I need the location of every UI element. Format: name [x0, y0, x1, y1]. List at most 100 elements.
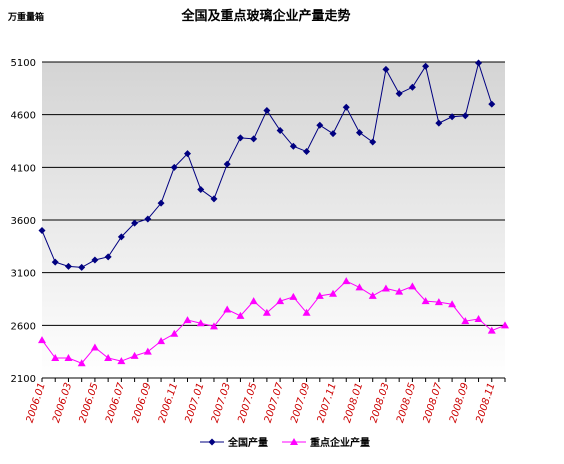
x-tick-label: 2007.03: [210, 382, 233, 425]
point: [262, 308, 271, 316]
chart-title: 全国及重点玻璃企业产量走势: [180, 8, 350, 24]
point: [501, 321, 509, 329]
point: [236, 311, 245, 319]
point: [236, 134, 244, 142]
point: [263, 106, 271, 114]
y-tick-label: 2600: [11, 321, 36, 332]
point: [448, 300, 457, 308]
point: [408, 83, 416, 91]
point: [38, 227, 46, 235]
point: [130, 351, 139, 359]
y-tick-label: 3600: [11, 216, 36, 227]
x-tick-label: 2007.09: [289, 382, 312, 425]
point: [104, 353, 113, 361]
point: [143, 347, 152, 355]
x-tick-label: 2008.11: [474, 382, 497, 425]
point: [223, 305, 232, 313]
point: [421, 297, 430, 305]
point: [395, 287, 404, 295]
point: [223, 160, 231, 168]
point: [170, 163, 178, 171]
x-tick-label: 2006.03: [51, 382, 74, 425]
point: [461, 112, 469, 120]
point: [91, 256, 99, 264]
y-tick-label: 2100: [11, 374, 36, 385]
point: [144, 215, 152, 223]
point: [303, 148, 311, 156]
x-tick-label: 2008.05: [395, 382, 418, 425]
point: [210, 195, 218, 203]
x-tick-label: 2006.05: [78, 382, 101, 425]
point: [209, 322, 218, 330]
x-tick-label: 2008.01: [342, 382, 365, 425]
point: [474, 315, 483, 323]
point: [157, 337, 166, 345]
point: [302, 308, 311, 316]
point: [90, 343, 99, 351]
x-tick-label: 2007.11: [316, 382, 339, 425]
point: [355, 129, 363, 137]
point: [342, 103, 350, 111]
point: [208, 438, 216, 446]
y-tick-label: 3100: [11, 269, 36, 280]
point: [435, 119, 443, 127]
x-tick-label: 2006.01: [25, 382, 48, 425]
point: [197, 185, 205, 193]
point: [157, 199, 165, 207]
point: [64, 353, 73, 361]
point: [461, 317, 470, 325]
point: [77, 359, 86, 367]
point: [369, 138, 377, 146]
point: [78, 263, 86, 271]
point: [249, 297, 258, 305]
point: [487, 326, 496, 334]
point: [196, 319, 205, 327]
point: [170, 329, 179, 337]
point: [117, 233, 125, 241]
point: [381, 284, 390, 292]
point: [408, 282, 417, 290]
point: [51, 258, 59, 266]
x-tick-label: 2008.07: [421, 381, 444, 424]
point: [290, 438, 298, 445]
point: [117, 357, 126, 365]
point: [276, 297, 285, 305]
point: [475, 59, 483, 67]
point: [289, 292, 298, 300]
x-tick-label: 2007.01: [183, 382, 206, 425]
point: [382, 65, 390, 73]
point: [131, 219, 139, 227]
point: [289, 142, 297, 150]
point: [184, 150, 192, 158]
point: [316, 121, 324, 129]
point: [422, 62, 430, 70]
x-tick-label: 2008.03: [369, 382, 392, 425]
y-unit: 万重量箱: [7, 11, 44, 23]
point: [488, 100, 496, 108]
y-tick-label: 4600: [11, 111, 36, 122]
point: [51, 353, 60, 361]
x-tick-label: 2008.09: [448, 382, 471, 425]
point: [368, 291, 377, 299]
y-tick-label: 5100: [11, 58, 36, 69]
point: [183, 316, 192, 324]
point: [64, 262, 72, 270]
point: [38, 336, 46, 344]
point: [276, 126, 284, 134]
x-tick-label: 2006.07: [104, 381, 127, 424]
point: [342, 277, 351, 285]
legend-label: 全国产量: [227, 436, 268, 449]
x-tick-label: 2007.07: [263, 381, 286, 424]
point: [329, 130, 337, 138]
point: [315, 291, 324, 299]
point: [448, 113, 456, 121]
legend-label: 重点企业产量: [310, 436, 370, 449]
y-tick-label: 4100: [11, 163, 36, 174]
x-tick-label: 2007.05: [236, 382, 259, 425]
point: [250, 135, 258, 143]
x-tick-label: 2006.09: [130, 382, 153, 425]
point: [104, 253, 112, 261]
x-tick-label: 2006.11: [157, 382, 180, 425]
point: [395, 90, 403, 98]
